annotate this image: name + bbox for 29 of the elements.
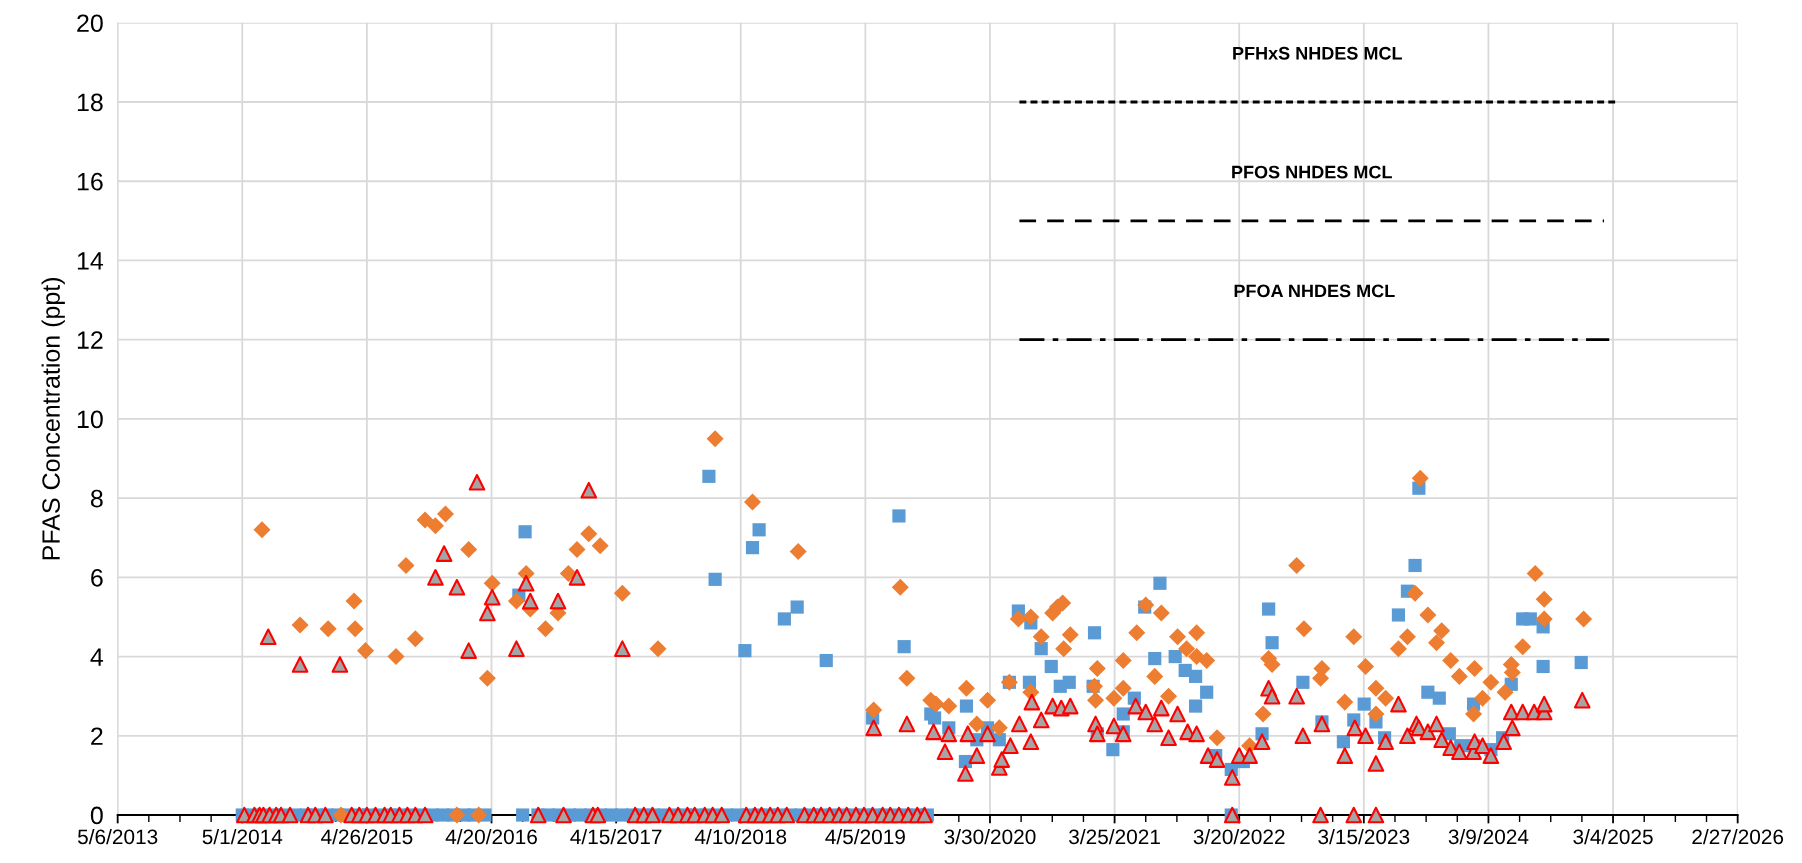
x-tick-label: 4/10/2018 [694,828,787,845]
x-tick-label: 4/15/2017 [570,828,662,845]
x-tick-label: 3/30/2020 [944,828,1036,845]
annotation: PFHxS NHDES MCL [1233,46,1402,60]
y-tick-label: 8 [90,489,103,508]
y-tick-label: 4 [90,648,104,666]
y-tick-label: 0 [90,806,103,825]
x-tick-label: 5/6/2013 [77,828,158,845]
y-tick-label: 10 [77,410,103,429]
x-tick-label: 3/9/2024 [1448,828,1529,845]
annotation: PFOS NHDES MCL [1232,165,1392,179]
x-tick-label: 3/4/2025 [1573,828,1653,845]
annotation: PFOA NHDES MCL [1234,284,1395,298]
x-tick-label: 4/20/2016 [445,828,537,845]
y-tick-label: 16 [77,172,103,191]
x-tick-label: 4/26/2015 [321,828,413,845]
y-tick-label: 6 [91,568,103,587]
x-tick-label: 3/20/2022 [1193,828,1285,845]
x-tick-label: 4/5/2019 [825,828,905,845]
y-tick-label: 14 [77,252,104,270]
y-tick-label: 2 [91,727,103,745]
x-tick-label: 3/25/2021 [1069,828,1160,845]
x-tick-label: 5/1/2014 [202,828,283,845]
y-axis-title: PFAS Concentration (ppt) [41,278,65,560]
y-tick-label: 18 [77,93,103,112]
y-tick-label: 20 [77,14,103,33]
x-tick-label: 3/15/2023 [1318,828,1410,845]
y-tick-label: 12 [77,331,103,349]
x-tick-label: 2/27/2026 [1692,828,1784,845]
